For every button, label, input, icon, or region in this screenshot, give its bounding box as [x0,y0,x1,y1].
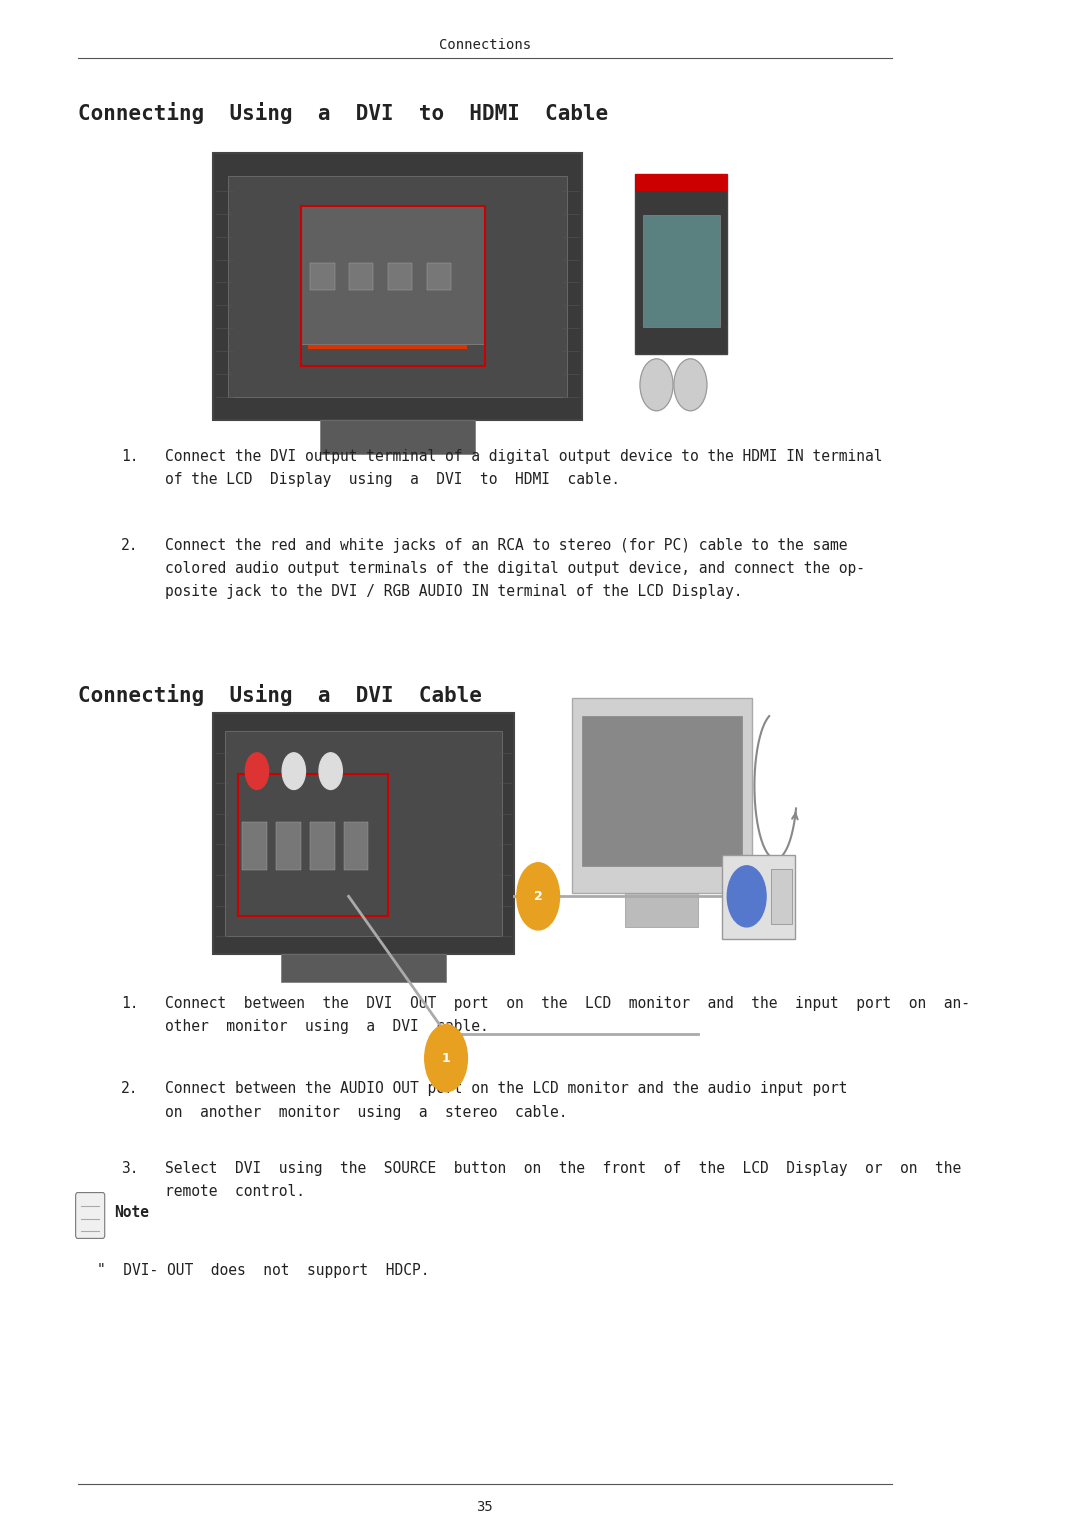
Text: 35: 35 [476,1500,494,1513]
Text: Connecting  Using  a  DVI  Cable: Connecting Using a DVI Cable [78,684,482,705]
FancyBboxPatch shape [723,855,795,939]
Bar [242,822,267,870]
Text: Connect  between  the  DVI  OUT  port  on  the  LCD  monitor  and  the  input  p: Connect between the DVI OUT port on the … [165,996,970,1034]
Text: Connect the DVI output terminal of a digital output device to the HDMI IN termin: Connect the DVI output terminal of a dig… [165,449,882,487]
FancyBboxPatch shape [320,420,475,454]
FancyBboxPatch shape [228,176,567,397]
FancyBboxPatch shape [214,713,514,954]
Bar [388,263,413,290]
Circle shape [674,359,707,411]
Text: Connect the red and white jacks of an RCA to stereo (for PC) cable to the same
c: Connect the red and white jacks of an RC… [165,538,865,599]
Text: Connecting  Using  a  DVI  to  HDMI  Cable: Connecting Using a DVI to HDMI Cable [78,102,608,124]
Text: Note: Note [114,1205,149,1220]
FancyBboxPatch shape [572,698,752,893]
Text: 1.: 1. [121,449,138,464]
Text: 2: 2 [534,890,542,902]
Bar [276,822,300,870]
Circle shape [319,753,342,789]
FancyBboxPatch shape [76,1193,105,1238]
Circle shape [282,753,306,789]
FancyBboxPatch shape [281,954,446,982]
Circle shape [517,863,559,930]
Text: 3.: 3. [121,1161,138,1176]
Bar [771,869,793,924]
FancyBboxPatch shape [643,215,719,327]
Bar [345,822,368,870]
Text: 1.: 1. [121,996,138,1011]
FancyBboxPatch shape [214,153,582,420]
Text: Select  DVI  using  the  SOURCE  button  on  the  front  of  the  LCD  Display  : Select DVI using the SOURCE button on th… [165,1161,961,1199]
Bar [349,263,374,290]
Text: "  DVI- OUT  does  not  support  HDCP.: " DVI- OUT does not support HDCP. [97,1263,430,1278]
FancyBboxPatch shape [582,716,742,866]
Circle shape [424,1025,468,1092]
FancyBboxPatch shape [225,731,502,936]
Circle shape [640,359,673,411]
Bar [310,822,335,870]
FancyBboxPatch shape [300,206,485,344]
Text: 2.: 2. [121,1081,138,1096]
Circle shape [245,753,269,789]
Text: Connect between the AUDIO OUT port on the LCD monitor and the audio input port
o: Connect between the AUDIO OUT port on th… [165,1081,848,1119]
Text: 1: 1 [442,1052,450,1064]
Circle shape [727,866,766,927]
Bar [427,263,451,290]
Bar [635,174,727,191]
FancyBboxPatch shape [635,174,727,354]
FancyBboxPatch shape [625,893,698,927]
Text: Connections: Connections [438,38,531,52]
Text: 2.: 2. [121,538,138,553]
Bar [310,263,335,290]
